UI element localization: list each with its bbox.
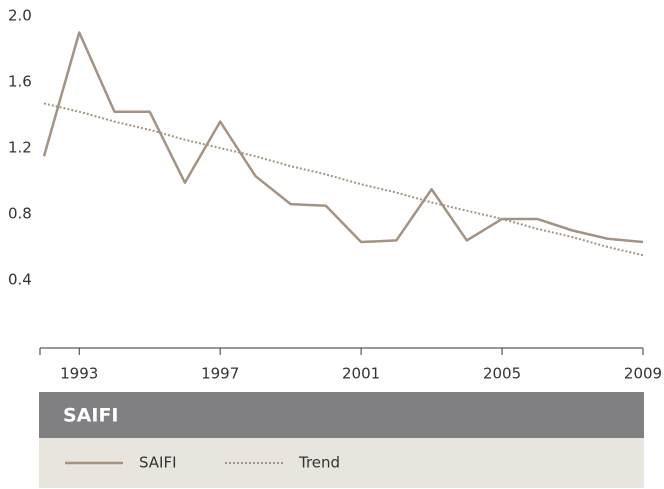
y-tick-label: 1.6 [8,73,32,91]
legend-label: SAIFI [139,454,177,472]
title-band [39,392,644,438]
x-tick-label: 1993 [60,365,98,383]
y-tick-label: 1.2 [8,139,32,157]
chart-title: SAIFI [63,405,119,427]
y-tick-label: 0.8 [8,205,32,223]
legend-label: Trend [298,454,340,472]
x-tick-label: 2009 [624,365,662,383]
y-tick-label: 2.0 [8,7,32,25]
x-tick-label: 2001 [342,365,380,383]
series-line [43,102,644,257]
x-tick-label: 1997 [201,365,239,383]
legend-band [39,438,644,488]
y-tick-label: 0.4 [8,271,32,289]
series-line [42,31,644,244]
x-tick-label: 2005 [483,365,521,383]
